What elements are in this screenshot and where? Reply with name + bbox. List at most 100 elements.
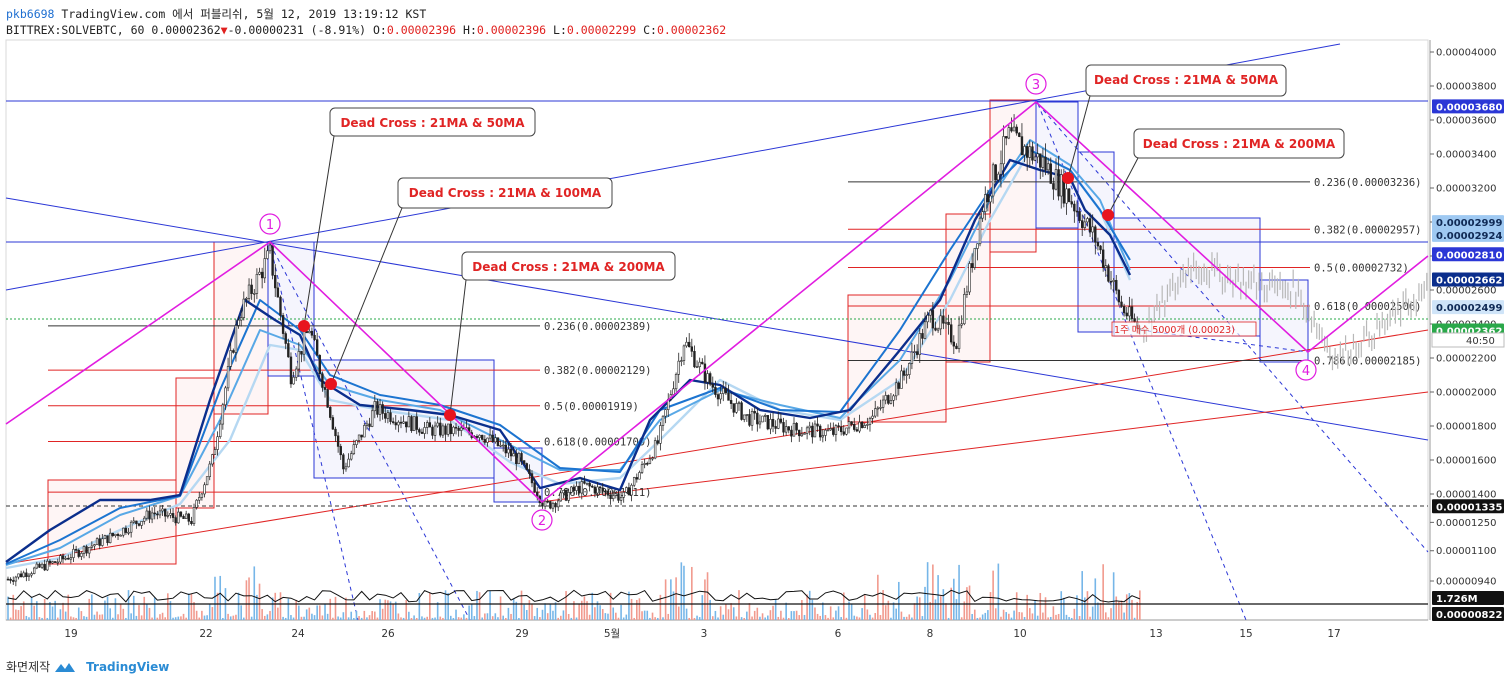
annotation-box <box>1133 128 1345 159</box>
volume-bar <box>764 617 766 620</box>
volume-bar <box>633 617 635 620</box>
candle-body <box>609 494 612 499</box>
volume-bar <box>237 592 240 620</box>
tradingview-brand[interactable]: TradingView <box>86 659 170 674</box>
volume-bar <box>748 603 751 620</box>
candle-body <box>326 389 329 408</box>
volume-bar <box>628 591 630 620</box>
fib-level-label: 0.382(0.00002957) <box>1314 224 1421 236</box>
volume-bar <box>161 612 164 620</box>
candle-body <box>111 532 115 536</box>
volume-bar <box>114 598 117 620</box>
volume-bar <box>468 605 470 620</box>
volume-bar <box>130 613 132 620</box>
volume-bar <box>599 605 601 620</box>
volume-bar <box>1010 617 1013 620</box>
volume-bar <box>1047 617 1049 620</box>
volume-bar <box>1110 608 1112 620</box>
volume-bar <box>567 613 570 620</box>
price-tag-bg <box>1432 300 1504 315</box>
candle-body <box>1036 153 1039 158</box>
candle-body <box>929 310 932 316</box>
ma21-line <box>5 158 1132 563</box>
candle-body <box>944 321 948 324</box>
volume-bar <box>1063 597 1065 620</box>
volume-bar <box>7 596 9 620</box>
candle-body <box>753 411 756 414</box>
y-tick-label: 0.00002600 <box>1436 286 1496 297</box>
candle-body <box>517 453 521 465</box>
volume-bar <box>863 595 866 620</box>
candle-body <box>1054 169 1058 190</box>
candle-body <box>1120 301 1123 307</box>
range-note-box <box>1111 321 1257 337</box>
volume-bar <box>394 601 397 620</box>
volume-bar <box>429 592 431 620</box>
volume-bar <box>971 613 973 620</box>
volume-bar <box>201 610 203 620</box>
candle-body <box>412 416 416 432</box>
candle-body <box>546 500 549 503</box>
candle-body <box>646 463 649 465</box>
candle-body <box>108 532 112 543</box>
volume-bar <box>667 613 670 620</box>
candle-body <box>855 429 859 432</box>
candle-body <box>439 422 442 436</box>
candle-body <box>808 425 811 429</box>
candle-body <box>1067 188 1071 202</box>
candle-body <box>887 395 890 404</box>
volume-bar <box>609 592 612 620</box>
candle-body <box>698 361 701 368</box>
x-tick-label: 24 <box>291 628 305 640</box>
candle-body <box>98 538 101 546</box>
volume-bar <box>481 617 484 620</box>
candle-body <box>632 477 636 486</box>
wave-marker-circle <box>259 213 281 235</box>
volume-bar <box>976 617 979 620</box>
x-tick-label: 3 <box>701 628 708 640</box>
volume-bar <box>497 617 499 620</box>
candle-body <box>171 513 175 518</box>
y-tick-label: 0.00001100 <box>1436 546 1496 557</box>
volume-bar <box>9 617 12 620</box>
candle-body <box>863 425 866 428</box>
volume-bar <box>560 615 562 620</box>
volume-bar <box>892 602 895 620</box>
volume-bar <box>410 617 413 620</box>
volume-bar <box>1044 597 1047 620</box>
volume-bar <box>460 617 463 620</box>
candle-body <box>763 415 767 417</box>
change-value: -0.00000231 (-8.91%) <box>227 23 367 37</box>
volume-bar <box>641 611 643 620</box>
countdown-bg <box>1431 332 1505 348</box>
candle-body <box>580 481 583 494</box>
volume-bar <box>989 592 992 620</box>
volume-bar <box>392 604 394 620</box>
volume-bar <box>397 613 400 620</box>
volume-bar <box>877 574 879 620</box>
volume-bar <box>465 617 468 620</box>
candle-body <box>1041 156 1045 168</box>
candle-body <box>53 561 57 563</box>
volume-bar <box>1057 613 1060 620</box>
candle-body <box>908 363 911 375</box>
candle-body <box>38 563 41 568</box>
candle-body <box>454 426 458 429</box>
candle-body <box>219 423 222 438</box>
candle-body <box>965 291 969 295</box>
candle-body <box>991 164 995 197</box>
volume-bar <box>444 590 447 620</box>
volume-bar <box>662 617 664 620</box>
volume-bar <box>353 617 355 620</box>
volume-bar <box>56 617 59 620</box>
volume-bar <box>1073 608 1076 620</box>
candle-body <box>271 244 274 276</box>
author-link[interactable]: pkb6698 <box>6 7 55 21</box>
volume-bar <box>670 579 672 620</box>
volume-bar <box>829 606 832 620</box>
volume-bar <box>243 617 245 620</box>
candle-body <box>727 392 730 401</box>
candle-body <box>837 425 840 428</box>
volume-bar <box>106 596 109 620</box>
